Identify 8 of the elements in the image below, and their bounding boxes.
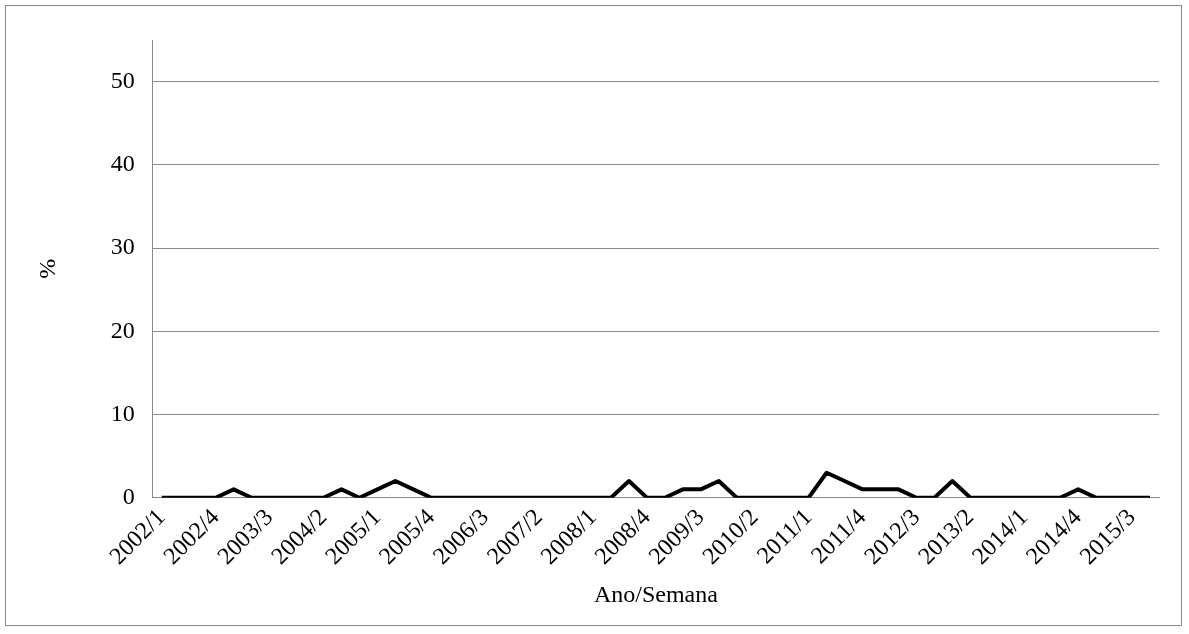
y-tick-label: 30 <box>110 233 135 260</box>
x-axis-title: Ano/Semana <box>593 580 719 607</box>
y-tick-label: 0 <box>122 482 135 509</box>
y-tick-label: 50 <box>110 66 135 93</box>
y-tick-label: 10 <box>110 399 135 426</box>
y-tick-label: 20 <box>110 316 135 343</box>
y-tick-label: 40 <box>110 150 135 177</box>
y-axis-title: % <box>33 258 60 279</box>
